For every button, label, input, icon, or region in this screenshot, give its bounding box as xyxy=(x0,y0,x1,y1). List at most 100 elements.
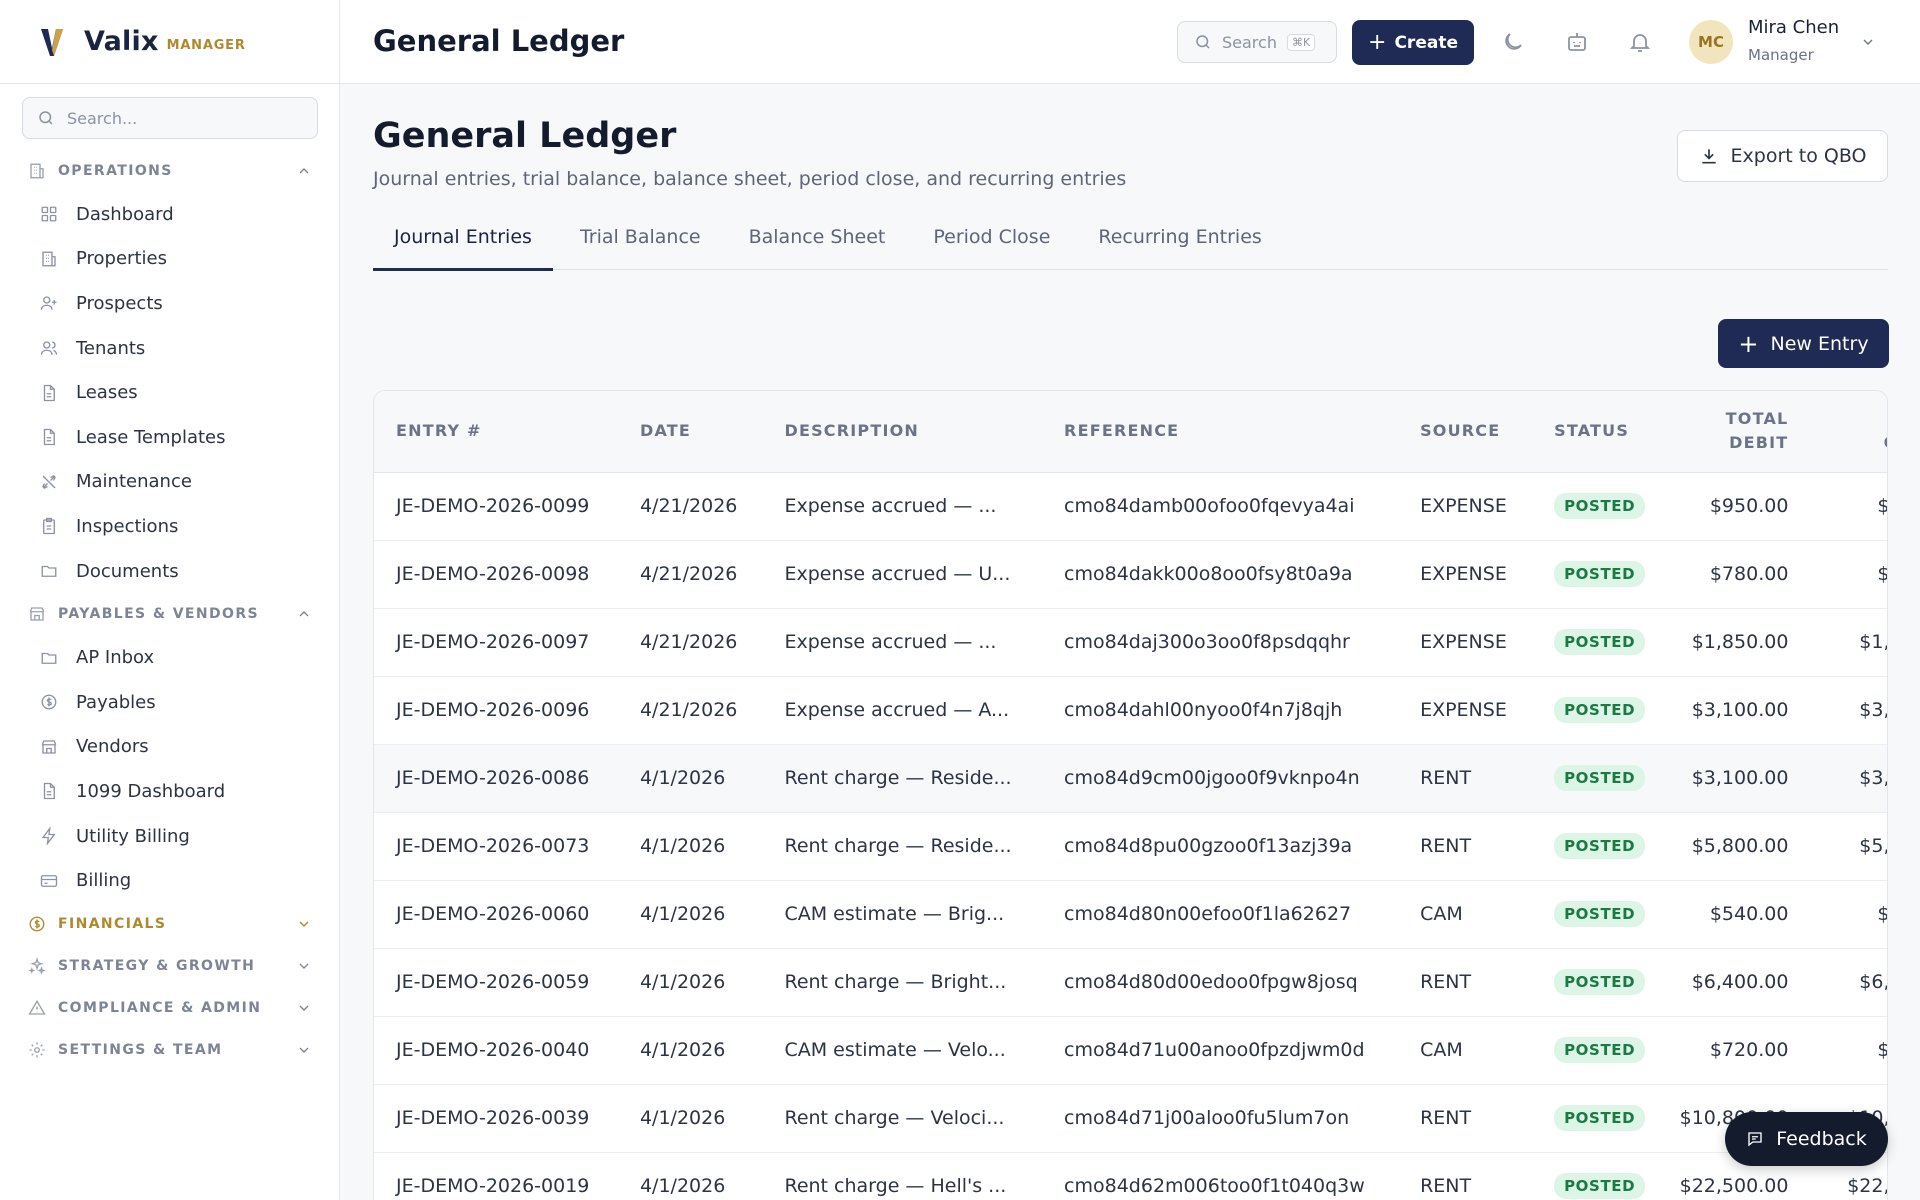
sidebar-item-utility-billing[interactable]: Utility Billing xyxy=(0,814,340,859)
feedback-button[interactable]: Feedback xyxy=(1725,1112,1888,1166)
table-row[interactable]: JE-DEMO-2026-0098 4/21/2026 Expense accrue… xyxy=(374,540,1887,608)
column-header[interactable]: SOURCE xyxy=(1420,421,1501,441)
description-cell: Rent charge — Veloci... xyxy=(784,1107,1005,1129)
status-cell: POSTED xyxy=(1532,676,1660,744)
status-cell: POSTED xyxy=(1532,948,1660,1016)
sidebar-item-lease-templates[interactable]: Lease Templates xyxy=(0,415,340,460)
sidebar-item-dashboard[interactable]: Dashboard xyxy=(0,192,340,237)
credit-cell: $720.00 xyxy=(1806,1016,1887,1084)
global-search-input[interactable]: Search ⌘K xyxy=(1177,21,1337,63)
column-header[interactable]: TOTAL CREDIT xyxy=(1806,391,1887,472)
global-search-placeholder: Search xyxy=(1222,32,1277,52)
user-plus-icon xyxy=(40,294,58,312)
debit-cell: $6,400.00 xyxy=(1691,971,1789,993)
tab-balance-sheet[interactable]: Balance Sheet xyxy=(748,226,886,248)
tab-recurring-entries[interactable]: Recurring Entries xyxy=(1098,226,1262,248)
user-name[interactable]: Mira Chen xyxy=(1748,17,1840,38)
reference-cell: cmo84d71u00anoo0fpzdjwm0d xyxy=(1064,1039,1365,1061)
reference-cell: cmo84d8pu00gzoo0f13azj39a xyxy=(1064,835,1353,857)
section-strategy-growth[interactable]: STRATEGY & GROWTH xyxy=(0,945,340,987)
column-header[interactable]: DATE xyxy=(639,421,692,441)
column-header[interactable]: DESCRIPTION xyxy=(784,421,920,441)
table-row[interactable]: JE-DEMO-2026-0059 4/1/2026 Rent charge — B… xyxy=(374,948,1887,1016)
section-payables-vendors[interactable]: PAYABLES & VENDORS xyxy=(0,593,340,635)
chevron-down-icon[interactable] xyxy=(1860,34,1876,50)
new-entry-button[interactable]: + New Entry xyxy=(1718,319,1889,368)
sidebar-item-1099-dashboard[interactable]: 1099 Dashboard xyxy=(0,769,340,814)
column-header-label: TOTAL CREDIT xyxy=(1876,407,1887,455)
export-qbo-button[interactable]: Export to QBO xyxy=(1677,130,1888,182)
sidebar-search-input[interactable]: Search... xyxy=(22,97,318,139)
reference-cell: cmo84d80d00edoo0fpgw8josq xyxy=(1064,971,1358,993)
table-row[interactable]: JE-DEMO-2026-0096 4/21/2026 Expense accrue… xyxy=(374,676,1887,744)
column-header[interactable]: STATUS xyxy=(1554,421,1630,441)
chat-icon xyxy=(1746,1130,1764,1148)
search-icon xyxy=(1194,33,1212,51)
grid-icon xyxy=(40,205,58,223)
avatar[interactable]: MC xyxy=(1689,20,1733,64)
section-settings-team[interactable]: SETTINGS & TEAM xyxy=(0,1029,340,1071)
credit-cell: $540.00 xyxy=(1806,880,1887,948)
feedback-label: Feedback xyxy=(1776,1128,1867,1150)
date-cell: 4/1/2026 xyxy=(639,1039,726,1061)
debit-cell: $1,850.00 xyxy=(1691,631,1789,653)
sidebar-item-billing[interactable]: Billing xyxy=(0,858,340,903)
table-row[interactable]: JE-DEMO-2026-0019 4/1/2026 Rent charge — H… xyxy=(374,1152,1887,1200)
description-cell: Expense accrued — ... xyxy=(784,631,997,653)
sidebar-item-prospects[interactable]: Prospects xyxy=(0,281,340,326)
sidebar-nav: OPERATIONS Dashboard Properties Prospect… xyxy=(0,150,340,1071)
status-badge: POSTED xyxy=(1554,1105,1646,1131)
column-header[interactable]: ENTRY # xyxy=(396,421,482,441)
sidebar-item-tenants[interactable]: Tenants xyxy=(0,326,340,371)
brand[interactable]: Valix MANAGER xyxy=(0,0,339,84)
document-icon xyxy=(40,782,58,800)
tabs: Journal Entries Trial Balance Balance Sh… xyxy=(373,224,1888,271)
tab-trial-balance[interactable]: Trial Balance xyxy=(579,226,701,248)
debit-cell: $5,800.00 xyxy=(1691,835,1789,857)
table-row[interactable]: JE-DEMO-2026-0060 4/1/2026 CAM estimate — … xyxy=(374,880,1887,948)
users-icon xyxy=(40,339,58,357)
table-row[interactable]: JE-DEMO-2026-0039 4/1/2026 Rent charge — V… xyxy=(374,1084,1887,1152)
bell-icon[interactable] xyxy=(1628,30,1652,54)
column-header[interactable]: REFERENCE xyxy=(1064,421,1180,441)
page-title: General Ledger xyxy=(373,116,677,156)
credit-cell: $780.00 xyxy=(1806,540,1887,608)
description-cell: Expense accrued — A... xyxy=(784,699,1010,721)
sidebar-item-payables[interactable]: Payables xyxy=(0,680,340,725)
sidebar-item-documents[interactable]: Documents xyxy=(0,549,340,594)
moon-icon[interactable] xyxy=(1501,30,1525,54)
table-header-row: ENTRY # DATE DESCRIPTION REFERENCE SOURC… xyxy=(374,391,1887,472)
entry-cell: JE-DEMO-2026-0098 xyxy=(396,563,590,585)
sidebar-item-properties[interactable]: Properties xyxy=(0,237,340,282)
tab-journal-entries[interactable]: Journal Entries xyxy=(373,224,553,271)
entry-cell: JE-DEMO-2026-0060 xyxy=(396,903,590,925)
create-button[interactable]: + Create xyxy=(1352,20,1474,65)
description-cell: Rent charge — Hell's ... xyxy=(784,1175,1007,1197)
sidebar-item-ap-inbox[interactable]: AP Inbox xyxy=(0,635,340,680)
table-row[interactable]: JE-DEMO-2026-0073 4/1/2026 Rent charge — R… xyxy=(374,812,1887,880)
status-cell: POSTED xyxy=(1532,1016,1660,1084)
section-compliance-admin[interactable]: COMPLIANCE & ADMIN xyxy=(0,987,340,1029)
sidebar-item-vendors[interactable]: Vendors xyxy=(0,725,340,770)
credit-cell: $3,100.00 xyxy=(1859,767,1887,789)
entry-cell: JE-DEMO-2026-0097 xyxy=(396,631,590,653)
column-header[interactable]: TOTAL DEBIT xyxy=(1660,391,1807,472)
source-cell: EXPENSE xyxy=(1420,631,1507,653)
debit-cell: $3,100.00 xyxy=(1691,767,1789,789)
date-cell: 4/1/2026 xyxy=(639,903,726,925)
status-badge: POSTED xyxy=(1554,561,1646,587)
section-operations[interactable]: OPERATIONS xyxy=(0,150,340,192)
document-icon xyxy=(40,384,58,402)
robot-icon[interactable] xyxy=(1565,30,1589,54)
sidebar-search-placeholder: Search... xyxy=(67,108,138,128)
journal-entries-table: ENTRY # DATE DESCRIPTION REFERENCE SOURC… xyxy=(373,390,1888,1200)
table-row[interactable]: JE-DEMO-2026-0097 4/21/2026 Expense accrue… xyxy=(374,608,1887,676)
section-financials[interactable]: FINANCIALS xyxy=(0,903,340,945)
table-row[interactable]: JE-DEMO-2026-0086 4/1/2026 Rent charge — R… xyxy=(374,744,1887,812)
table-row[interactable]: JE-DEMO-2026-0099 4/21/2026 Expense accrue… xyxy=(374,472,1887,540)
sidebar-item-leases[interactable]: Leases xyxy=(0,370,340,415)
sidebar-item-inspections[interactable]: Inspections xyxy=(0,504,340,549)
table-row[interactable]: JE-DEMO-2026-0040 4/1/2026 CAM estimate — … xyxy=(374,1016,1887,1084)
tab-period-close[interactable]: Period Close xyxy=(933,226,1051,248)
sidebar-item-maintenance[interactable]: Maintenance xyxy=(0,460,340,505)
